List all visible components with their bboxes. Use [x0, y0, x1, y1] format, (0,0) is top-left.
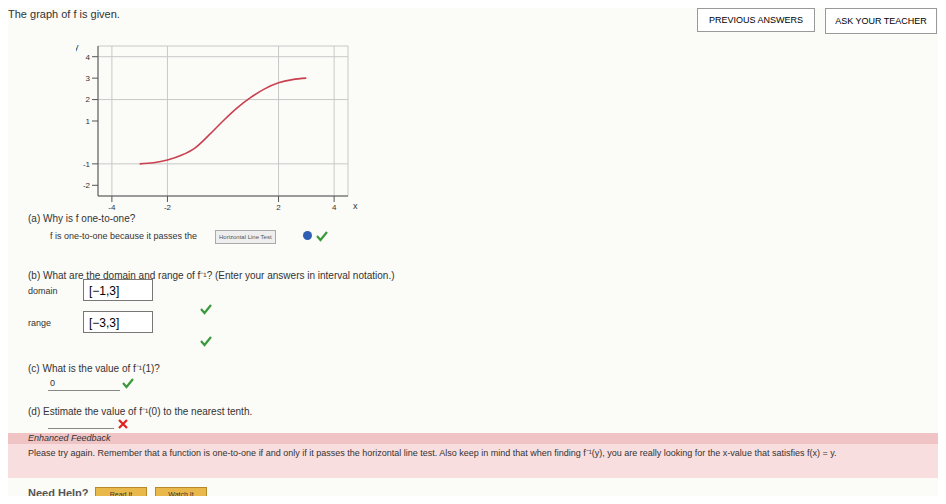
html-text:[−3,3]: [−3,3] — [89, 316, 120, 330]
svg-text:1: 1 — [86, 117, 91, 126]
html-text:(b) What are the domain and ra: (b) What are the domain and range of f⁻¹… — [28, 270, 395, 281]
svg-text:4: 4 — [86, 53, 91, 62]
html-text:domain: domain — [28, 286, 58, 296]
html-text:(d) Estimate the value of f⁻¹(: (d) Estimate the value of f⁻¹(0) to the … — [28, 406, 253, 417]
html-text:Read It: Read It — [109, 491, 133, 498]
html-text:Watch It: Watch It — [168, 491, 194, 498]
html-text:(a) Why is f one-to-one?: (a) Why is f one-to-one? — [28, 213, 136, 224]
html-text:ASK YOUR TEACHER: ASK YOUR TEACHER — [835, 16, 927, 26]
html-text:(c) What is the value of f⁻¹(1: (c) What is the value of f⁻¹(1)? — [28, 363, 160, 374]
html-text:0: 0 — [50, 378, 55, 388]
html-text:Enhanced Feedback: Enhanced Feedback — [28, 433, 111, 443]
svg-text:4: 4 — [332, 203, 337, 212]
svg-text:x: x — [353, 201, 358, 211]
html-text:[−1,3]: [−1,3] — [89, 284, 120, 298]
svg-text:-2: -2 — [164, 203, 172, 212]
svg-text:-2: -2 — [83, 181, 91, 190]
html-text:The graph of f is given.: The graph of f is given. — [8, 8, 120, 20]
svg-text:-1: -1 — [83, 160, 91, 169]
svg-text:2: 2 — [276, 203, 281, 212]
html-text:Need Help?: Need Help? — [28, 487, 89, 499]
svg-text:2: 2 — [86, 95, 91, 104]
svg-text:y: y — [76, 42, 79, 52]
svg-text:-4: -4 — [108, 203, 116, 212]
html-text:f is one-to-one because it pas: f is one-to-one because it passes the — [50, 231, 198, 241]
html-text:range: range — [28, 318, 51, 328]
svg-text:3: 3 — [86, 74, 91, 83]
html-text:Horizontal Line Test: Horizontal Line Test — [219, 234, 272, 240]
html-text:Please try again. Remember tha: Please try again. Remember that a functi… — [28, 448, 837, 458]
html-text:PREVIOUS ANSWERS: PREVIOUS ANSWERS — [709, 15, 803, 25]
